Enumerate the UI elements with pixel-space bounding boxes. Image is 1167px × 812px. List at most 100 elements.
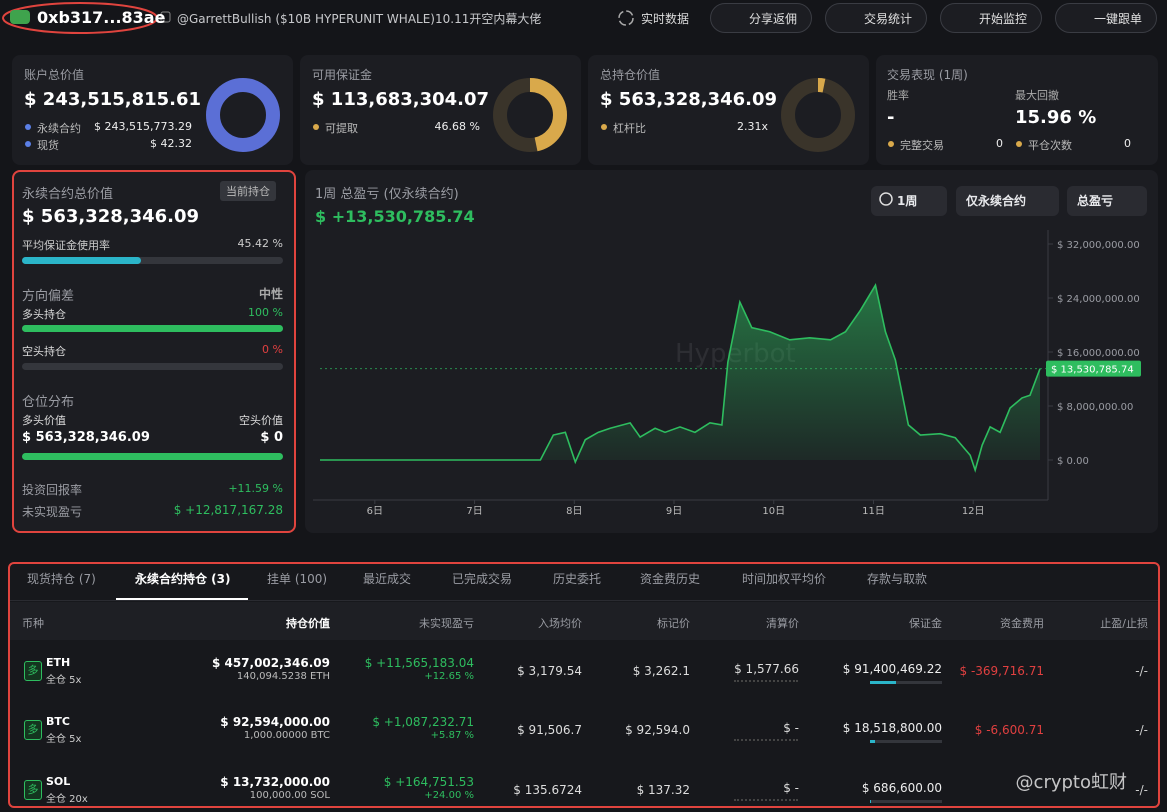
positions-table: 现货持仓 (7) 永续合约持仓 (3) 挂单 (100) 最近成交 已完成交易 历史委托资… <box>8 562 1160 808</box>
row-label: 完整交易 <box>900 139 944 152</box>
bar-track <box>22 363 283 370</box>
x-tick-label: 12日 <box>962 506 985 517</box>
row-label: 现货 <box>37 139 59 152</box>
liq-underline <box>734 680 798 682</box>
scope-dropdown[interactable]: 仅永续合约 <box>956 186 1059 216</box>
mark: $ 3,262.1 <box>632 664 690 678</box>
legend-dot <box>25 141 31 147</box>
share-button[interactable]: 分享返佣 <box>710 3 812 33</box>
row-label: 最大回撤 <box>1015 89 1059 102</box>
row-label: 胜率 <box>887 89 909 102</box>
refresh-icon <box>618 10 634 26</box>
size: 100,000.00 SOL <box>249 790 330 801</box>
value: 0 % <box>262 343 283 356</box>
legend-dot <box>25 124 31 130</box>
copy-icon[interactable] <box>160 11 171 23</box>
tpsl: -/- <box>1135 723 1148 737</box>
entry: $ 91,506.7 <box>517 723 582 737</box>
address[interactable]: 0xb317...83ae <box>37 8 166 27</box>
card-value: $ 243,515,815.61 <box>24 89 202 110</box>
active-tab-underline <box>116 598 248 600</box>
margin-bar <box>870 740 875 743</box>
legend-dot <box>313 124 319 130</box>
funding: $ -369,716.71 <box>959 664 1045 678</box>
column-header[interactable]: 资金费用 <box>1000 617 1044 630</box>
size: 140,094.5238 ETH <box>236 671 330 682</box>
tab[interactable]: 历史委托 <box>553 572 602 586</box>
copy-trade-button[interactable]: 一键跟单 <box>1055 3 1157 33</box>
header-row <box>10 602 1158 640</box>
header-graphics <box>2 2 634 34</box>
period-dropdown[interactable]: 1周 <box>871 186 947 216</box>
funding: $ -6,600.71 <box>974 723 1044 737</box>
row-label: 杠杆比 <box>613 122 646 135</box>
monitor-button[interactable]: 开始监控 <box>940 3 1042 33</box>
chart-total: $ +13,530,785.74 <box>315 207 475 226</box>
column-header[interactable]: 保证金 <box>909 617 942 630</box>
side-badge: 多 <box>24 780 42 800</box>
donut-arc <box>817 77 826 93</box>
tab[interactable]: 挂单 (100) <box>267 572 328 586</box>
tab[interactable]: 现货持仓 (7) <box>27 572 96 586</box>
value: $ 13,732,000.00 <box>220 775 330 789</box>
value: $ 563,328,346.09 <box>22 430 150 445</box>
tab[interactable]: 已完成交易 <box>452 572 513 586</box>
bar-track <box>22 257 283 264</box>
pnl-chart: Hyperbot $ 0.00$ 8,000,000.00$ 16,000,00… <box>313 230 1141 517</box>
tab[interactable]: 最近成交 <box>363 572 412 586</box>
column-header[interactable]: 未实现盈亏 <box>419 617 474 630</box>
metric-dropdown[interactable]: 总盈亏 <box>1067 186 1147 216</box>
y-tick-label: $ 8,000,000.00 <box>1057 402 1133 413</box>
card-title: 可用保证金 <box>312 68 373 82</box>
card-value: 15.96 % <box>1015 107 1097 128</box>
column-header[interactable]: 标记价 <box>657 617 690 630</box>
value: $ +12,817,167.28 <box>173 503 283 517</box>
upnl-pct: +5.87 % <box>430 730 474 741</box>
section-title: 仓位分布 <box>22 395 75 410</box>
column-header[interactable]: 止盈/止损 <box>1100 617 1148 630</box>
liq: $ - <box>783 721 799 735</box>
card-value: $ 563,328,346.09 <box>600 89 778 110</box>
donut <box>206 78 280 152</box>
coin: BTC <box>46 715 70 728</box>
tab[interactable]: 时间加权平均价 <box>742 572 827 586</box>
row-value: 0 <box>996 137 1003 150</box>
row-value: $ 243,515,773.29 <box>94 120 192 133</box>
y-tick-label: $ 16,000,000.00 <box>1057 348 1140 359</box>
x-tick-label: 6日 <box>367 506 383 517</box>
card-title: 总持仓价值 <box>600 68 661 82</box>
margin: $ 18,518,800.00 <box>842 721 942 735</box>
liq-underline <box>734 799 798 801</box>
column-header[interactable]: 入场均价 <box>538 617 582 630</box>
column-header[interactable]: 币种 <box>22 617 44 630</box>
entry: $ 135.6724 <box>513 783 582 797</box>
margin-track <box>870 681 942 684</box>
label: 未实现盈亏 <box>22 505 83 519</box>
tab[interactable]: 资金费历史 <box>640 572 701 586</box>
last-value-label: $ 13,530,785.74 <box>1051 365 1134 376</box>
tab[interactable]: 存款与取款 <box>867 572 928 586</box>
row-label: 平仓次数 <box>1028 139 1072 152</box>
column-header[interactable]: 持仓价值 <box>286 617 330 630</box>
bias: 中性 <box>258 287 283 301</box>
row-label: 永续合约 <box>37 122 81 135</box>
tpsl: -/- <box>1135 783 1148 797</box>
value: 45.42 % <box>237 237 283 250</box>
highlight-ellipse <box>2 2 158 34</box>
label: 多头持仓 <box>22 308 66 321</box>
chart-title: 1周 总盈亏 (仅永续合约) <box>315 187 459 202</box>
stats-button[interactable]: 交易统计 <box>825 3 927 33</box>
live-data[interactable]: 实时数据 <box>641 12 690 26</box>
card-title: 账户总价值 <box>24 68 85 82</box>
margin-bar <box>22 257 141 264</box>
label: 空头持仓 <box>22 345 66 358</box>
card-title: 交易表现 (1周) <box>887 68 968 82</box>
margin-mode: 全仓 5x <box>46 734 82 745</box>
size: 1,000.00000 BTC <box>243 730 330 741</box>
column-header[interactable]: 清算价 <box>766 617 799 630</box>
upnl-pct: +12.65 % <box>424 671 474 682</box>
tab[interactable]: 永续合约持仓 (3) <box>135 572 231 586</box>
coin: ETH <box>46 656 71 669</box>
upnl: $ +1,087,232.71 <box>372 715 474 729</box>
value: $ 457,002,346.09 <box>211 656 330 670</box>
